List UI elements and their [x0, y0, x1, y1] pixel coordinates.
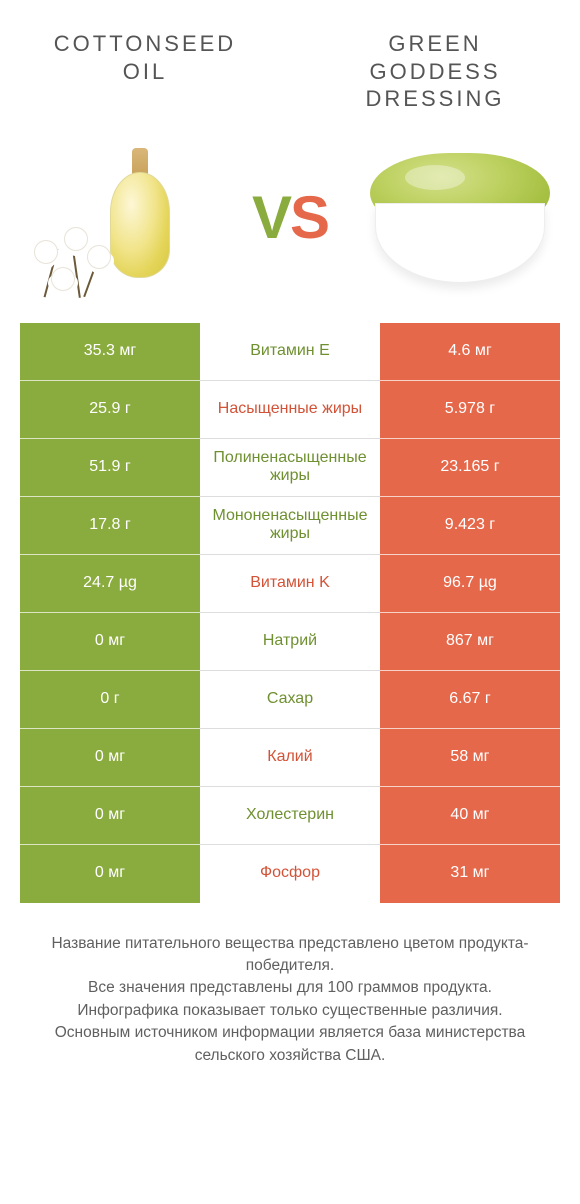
left-value: 0 г: [20, 671, 200, 729]
table-row: 0 мгКалий58 мг: [20, 729, 560, 787]
vs-label: VS: [252, 183, 328, 252]
nutrient-label: Холестерин: [200, 787, 380, 845]
table-row: 0 мгФосфор31 мг: [20, 845, 560, 903]
table-row: 0 мгХолестерин40 мг: [20, 787, 560, 845]
right-value: 23.165 г: [380, 439, 560, 497]
footer-line: Основным источником информации является …: [30, 1022, 550, 1067]
left-value: 25.9 г: [20, 381, 200, 439]
right-value: 6.67 г: [380, 671, 560, 729]
table-row: 0 гСахар6.67 г: [20, 671, 560, 729]
left-value: 0 мг: [20, 729, 200, 787]
table-row: 51.9 гПолиненасыщенные жиры23.165 г: [20, 439, 560, 497]
right-value: 31 мг: [380, 845, 560, 903]
nutrient-label: Фосфор: [200, 845, 380, 903]
right-value: 9.423 г: [380, 497, 560, 555]
vs-s: S: [290, 184, 328, 251]
right-product-title: GREEN GODDESS DRESSING: [320, 30, 550, 113]
left-value: 51.9 г: [20, 439, 200, 497]
comparison-table: 35.3 мгВитамин E4.6 мг25.9 гНасыщенные ж…: [0, 323, 580, 903]
oil-bottle-icon: [30, 138, 210, 298]
footer-line: Все значения представлены для 100 граммо…: [30, 977, 550, 999]
footer-line: Название питательного вещества представл…: [30, 933, 550, 978]
right-value: 4.6 мг: [380, 323, 560, 381]
nutrient-label: Полиненасыщенные жиры: [200, 439, 380, 497]
left-value: 0 мг: [20, 845, 200, 903]
left-value: 0 мг: [20, 613, 200, 671]
header: COTTONSEED OIL GREEN GODDESS DRESSING: [0, 0, 580, 123]
table-row: 17.8 гМононенасыщенные жиры9.423 г: [20, 497, 560, 555]
left-value: 17.8 г: [20, 497, 200, 555]
nutrient-label: Витамин K: [200, 555, 380, 613]
vs-v: V: [252, 184, 290, 251]
left-value: 35.3 мг: [20, 323, 200, 381]
table-row: 35.3 мгВитамин E4.6 мг: [20, 323, 560, 381]
right-value: 40 мг: [380, 787, 560, 845]
nutrient-label: Сахар: [200, 671, 380, 729]
image-row: VS: [0, 123, 580, 323]
footer-notes: Название питательного вещества представл…: [0, 903, 580, 1068]
table-row: 24.7 µgВитамин K96.7 µg: [20, 555, 560, 613]
nutrient-label: Мононенасыщенные жиры: [200, 497, 380, 555]
table-row: 0 мгНатрий867 мг: [20, 613, 560, 671]
left-value: 24.7 µg: [20, 555, 200, 613]
right-value: 5.978 г: [380, 381, 560, 439]
table-row: 25.9 гНасыщенные жиры5.978 г: [20, 381, 560, 439]
nutrient-label: Витамин E: [200, 323, 380, 381]
right-value: 867 мг: [380, 613, 560, 671]
left-value: 0 мг: [20, 787, 200, 845]
left-product-image: [20, 133, 220, 303]
nutrient-label: Насыщенные жиры: [200, 381, 380, 439]
right-product-image: [360, 133, 560, 303]
right-value: 96.7 µg: [380, 555, 560, 613]
left-product-title: COTTONSEED OIL: [30, 30, 260, 113]
footer-line: Инфографика показывает только существенн…: [30, 1000, 550, 1022]
dressing-bowl-icon: [365, 143, 555, 293]
nutrient-label: Калий: [200, 729, 380, 787]
right-value: 58 мг: [380, 729, 560, 787]
nutrient-label: Натрий: [200, 613, 380, 671]
